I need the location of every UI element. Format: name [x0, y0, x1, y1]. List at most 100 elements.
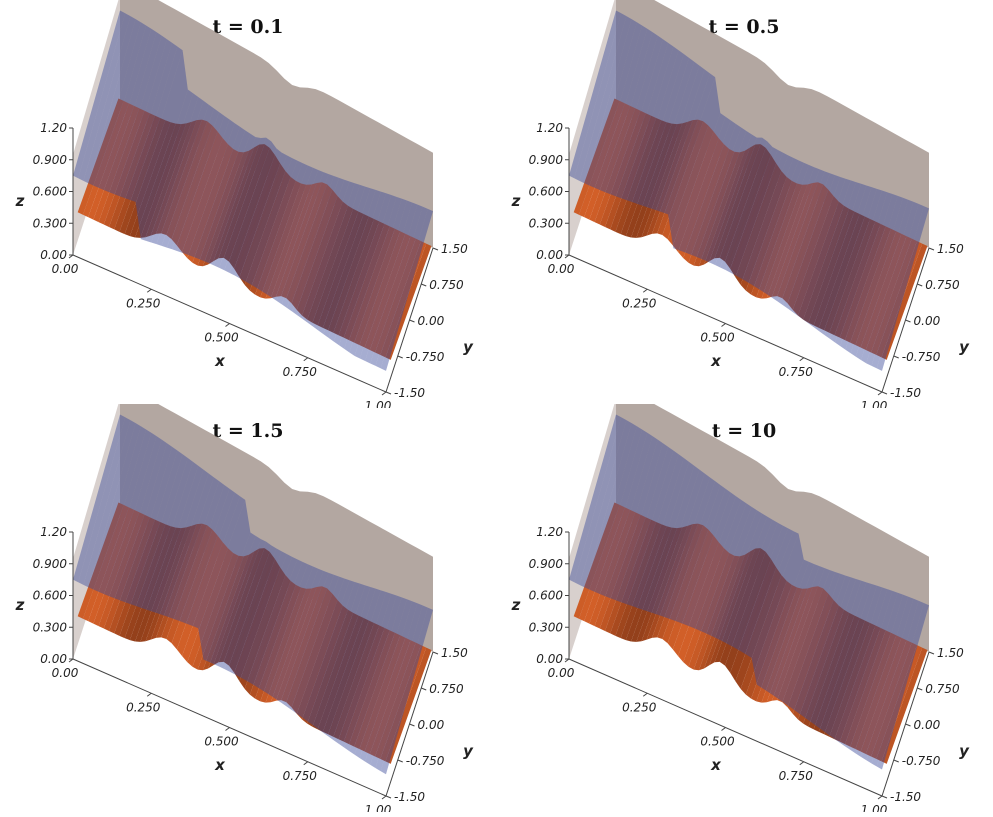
water-strip — [615, 443, 669, 603]
surface-plot: 0.000.2500.5000.7501.00-1.50-0.7500.000.… — [511, 0, 970, 408]
water-strip — [720, 516, 773, 643]
water-strip — [177, 485, 230, 623]
bottom-strip — [730, 154, 777, 278]
bottom-strip — [291, 593, 338, 714]
z-tick-label: 1.20 — [40, 121, 67, 135]
surface-plot: 0.000.2500.5000.7501.00-1.50-0.7500.000.… — [15, 404, 474, 812]
bottom-strip — [338, 625, 385, 742]
bottom-strip — [208, 147, 255, 265]
water-strip — [370, 204, 423, 366]
z-tick-label: 0.300 — [529, 620, 564, 634]
water-strip — [621, 446, 674, 605]
back-wall-surface — [616, 0, 929, 248]
water-strip — [756, 162, 810, 292]
axes — [564, 127, 935, 396]
water-strip — [83, 16, 136, 184]
x-tick-label: 1.00 — [861, 803, 888, 812]
bottom-strip — [792, 600, 839, 720]
water-strip — [610, 439, 663, 601]
bottom-strip — [302, 201, 348, 320]
z-tick-label: 1.20 — [536, 525, 563, 539]
water-strip — [187, 492, 240, 627]
z-tick-label: 0.300 — [529, 216, 564, 230]
bottom-strip — [693, 151, 740, 267]
bottom-strip — [625, 122, 672, 238]
back-wall-surface — [616, 404, 929, 652]
panel-t-10: t = 10 0.00 0.250 0.500 0.750 1.00 -1.50 -0.75… — [496, 404, 992, 812]
bottom-strip — [615, 522, 662, 639]
water-strip — [647, 465, 700, 613]
bottom-strip — [688, 552, 735, 670]
bottom-strip — [646, 120, 693, 236]
bottom-strip — [620, 524, 667, 641]
y-tick-label: 0.00 — [914, 314, 941, 328]
bottom-strip — [129, 526, 176, 642]
water-strip — [109, 436, 162, 599]
x-axis-label: x — [710, 352, 722, 370]
bottom-strip — [187, 548, 234, 667]
bottom-strip — [813, 211, 860, 328]
water-strip — [104, 432, 157, 597]
water-strip — [673, 113, 726, 251]
y-tick-mark — [385, 391, 392, 395]
bottom-strip — [704, 551, 751, 669]
bottom-strip — [594, 512, 641, 629]
bottom-strip — [255, 180, 302, 298]
x-tick-label: 0.00 — [548, 262, 575, 276]
bottom-strip — [312, 612, 359, 730]
water-strip — [829, 188, 883, 343]
x-tick-label: 0.250 — [622, 296, 657, 310]
x-tick-mark — [642, 692, 648, 697]
bottom-strip — [317, 211, 364, 328]
water-strip — [276, 172, 329, 305]
water-strip — [657, 69, 710, 213]
bottom-strip — [631, 527, 678, 642]
bottom-strip — [135, 527, 182, 642]
x-tick-label: 1.00 — [365, 803, 392, 812]
bottom-strip — [260, 587, 307, 703]
water-strip — [704, 134, 757, 263]
bottom-strip — [364, 637, 411, 754]
water-strip — [130, 46, 183, 202]
water-strip — [78, 13, 131, 181]
z-tick-label: 0.900 — [33, 557, 68, 571]
bottom-strip — [834, 221, 881, 338]
bottom-strip — [871, 238, 917, 355]
z-tick-label: 0.300 — [33, 216, 68, 230]
water-strip — [146, 93, 199, 243]
water-strip — [636, 458, 690, 610]
water-strip — [808, 182, 862, 328]
water-strip — [835, 587, 888, 744]
bottom-strip — [844, 630, 891, 747]
bottom-strip — [740, 575, 787, 695]
z-tick-label: 0.00 — [40, 652, 67, 666]
water-strip — [302, 580, 355, 722]
z-tick-label: 1.20 — [536, 121, 563, 135]
bottom-strip — [333, 218, 380, 336]
bottom-strip — [573, 98, 620, 215]
water-strip — [187, 123, 240, 257]
x-tick-mark — [303, 357, 309, 362]
water-strip — [767, 167, 820, 298]
water-strip — [109, 32, 162, 195]
bottom-strip — [860, 233, 907, 350]
bottom-strip — [761, 184, 808, 299]
bottom-strip — [651, 523, 698, 638]
surface-plot: 0.000.2500.5000.7501.00-1.50-0.7500.000.… — [511, 404, 970, 812]
bottom-strip — [103, 514, 150, 631]
bottom-strip — [672, 535, 719, 657]
water-strip — [683, 492, 736, 627]
y-tick-label: 1.50 — [937, 242, 964, 256]
bottom-strip — [296, 196, 343, 316]
bottom-strip — [584, 103, 631, 220]
bottom-strip — [829, 622, 876, 740]
bottom-strip — [589, 509, 636, 627]
water-strip — [297, 179, 350, 319]
water-strip — [302, 181, 355, 323]
bottom-strip — [208, 551, 255, 669]
bottom-strip — [599, 110, 646, 227]
water-strip — [292, 177, 345, 316]
end-wall-surface — [73, 404, 120, 659]
bottom-strip — [829, 218, 876, 336]
z-tick-label: 0.300 — [33, 620, 68, 634]
